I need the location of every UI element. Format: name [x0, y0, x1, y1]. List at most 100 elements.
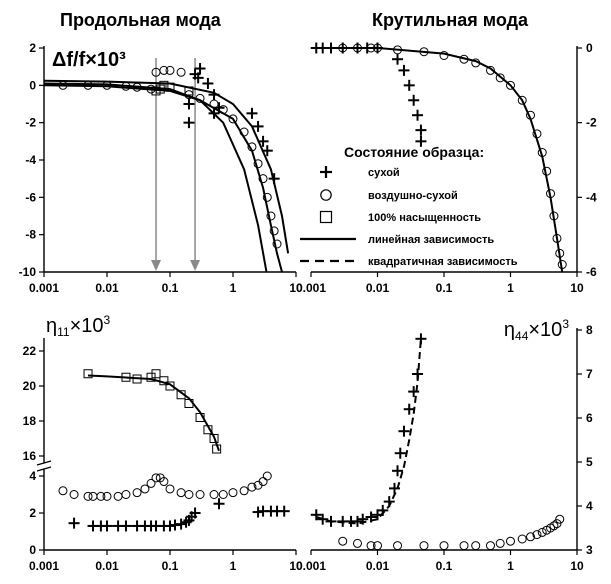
- data-point-air-dry: [495, 538, 505, 548]
- data-point-air-dry: [258, 174, 268, 184]
- data-point-air-dry: [96, 491, 106, 501]
- y-tick-label: -6: [586, 265, 597, 279]
- arrow-down-icon: [151, 260, 162, 271]
- legend: Состояние образца: сухой воздушно-сухой …: [300, 144, 518, 268]
- y-tick-label: -2: [586, 116, 597, 130]
- y-tick-label: 18: [23, 414, 37, 428]
- data-point-air-dry: [113, 491, 123, 501]
- data-point-air-dry: [549, 521, 559, 531]
- y-tick-label: -6: [25, 190, 36, 204]
- data-point-dry: [213, 498, 225, 510]
- x-tick-label: 0.01: [95, 281, 119, 295]
- data-point-air-dry: [184, 490, 194, 499]
- circle-marker-icon: [320, 189, 332, 201]
- data-point-air-dry: [555, 514, 565, 524]
- x-tick-label: 0.1: [436, 281, 453, 295]
- data-point-air-dry: [239, 486, 249, 496]
- y-axis-label: η11×103: [46, 313, 111, 339]
- y-tick-label: 0: [29, 78, 36, 92]
- data-point-air-dry: [266, 211, 276, 221]
- data-point-air-dry: [517, 534, 527, 544]
- data-point-air-dry: [69, 490, 79, 499]
- data-point-dry: [68, 517, 80, 529]
- series-linear-fit: [43, 82, 268, 273]
- data-point-dry: [415, 124, 427, 136]
- y-tick-label: 5: [586, 455, 593, 469]
- data-point-air-dry: [228, 114, 238, 124]
- data-point-dry: [120, 520, 132, 532]
- x-tick-label: 1: [230, 559, 237, 573]
- plus-marker-icon: [320, 166, 332, 178]
- data-point-saturated: [151, 369, 161, 379]
- x-tick-label: 1: [507, 559, 514, 573]
- axis-break-gap: [38, 463, 50, 469]
- arrow-down-icon: [190, 260, 201, 271]
- y-tick-label: -10: [19, 265, 37, 279]
- data-point-dry: [175, 518, 187, 530]
- data-point-air-dry: [471, 541, 481, 551]
- series-linear-fit: [43, 79, 290, 254]
- data-point-air-dry: [439, 541, 449, 551]
- y-tick-label: 2: [29, 41, 36, 55]
- data-point-air-dry: [419, 541, 429, 551]
- legend-label-linear: линейная зависимость: [368, 234, 494, 246]
- data-point-air-dry: [352, 538, 362, 548]
- data-point-dry: [412, 109, 424, 121]
- data-point-saturated: [165, 381, 175, 391]
- y-tick-label: 4: [29, 469, 36, 483]
- data-point-air-dry: [209, 490, 219, 499]
- y-tick-label: 22: [23, 344, 37, 358]
- data-point-air-dry: [459, 541, 469, 551]
- y-tick-label: -4: [586, 190, 597, 204]
- panel-torsional-eta: 0.001 0.01 0.1 1 10 8 7 6 5 4 3 η44×103: [296, 317, 593, 573]
- x-tick-label: 1: [230, 281, 237, 295]
- x-tick-label: 0.1: [436, 559, 453, 573]
- data-point-dry: [398, 64, 410, 76]
- y-tick-label: 7: [586, 367, 593, 381]
- data-point-air-dry: [165, 484, 175, 494]
- square-marker-icon: [319, 210, 333, 224]
- y-tick-label: 0: [586, 41, 593, 55]
- x-tick-label: 0.001: [296, 559, 326, 573]
- y-tick-label: 4: [586, 499, 593, 513]
- data-point-saturated: [209, 434, 219, 443]
- data-point-air-dry: [159, 477, 169, 487]
- data-point-air-dry: [159, 65, 169, 75]
- data-point-dry: [403, 403, 415, 415]
- y-tick-label: 2: [29, 506, 36, 520]
- data-point-air-dry: [506, 536, 515, 546]
- series-linear-fit: [87, 374, 220, 452]
- data-point-air-dry: [83, 491, 93, 501]
- data-point-dry: [408, 94, 420, 106]
- x-tick-label: 0.001: [29, 281, 59, 295]
- data-point-air-dry: [373, 541, 382, 551]
- data-point-air-dry: [262, 471, 272, 481]
- data-point-air-dry: [88, 491, 98, 501]
- data-point-air-dry: [506, 80, 515, 90]
- data-point-air-dry: [517, 95, 527, 105]
- data-point-dry: [252, 120, 264, 132]
- x-tick-label: 10: [570, 559, 584, 573]
- data-point-air-dry: [165, 65, 175, 75]
- data-point-dry: [394, 447, 406, 459]
- series-linear-fit: [43, 84, 283, 273]
- data-point-dry: [278, 505, 290, 517]
- data-point-air-dry: [393, 541, 403, 551]
- legend-item-saturated: 100% насыщенность: [319, 210, 481, 224]
- data-point-dry: [183, 117, 195, 129]
- legend-label-air-dry: воздушно-сухой: [368, 190, 458, 202]
- data-point-air-dry: [102, 491, 112, 501]
- data-point-air-dry: [495, 73, 505, 83]
- panel-torsional-df: 0.001 0.01 0.1 1 10 0 -2 -4 -6: [296, 41, 597, 295]
- y-tick-label: 0: [29, 543, 36, 557]
- data-point-saturated: [83, 369, 93, 379]
- data-point-dry: [183, 98, 195, 110]
- data-point-air-dry: [485, 65, 495, 75]
- title-longitudinal-mode: Продольная мода: [60, 10, 222, 30]
- x-tick-label: 0.01: [366, 559, 390, 573]
- axis-break-mark: [36, 466, 52, 472]
- data-point-dry: [310, 509, 322, 521]
- data-point-air-dry: [537, 527, 547, 537]
- x-tick-label: 0.01: [95, 559, 119, 573]
